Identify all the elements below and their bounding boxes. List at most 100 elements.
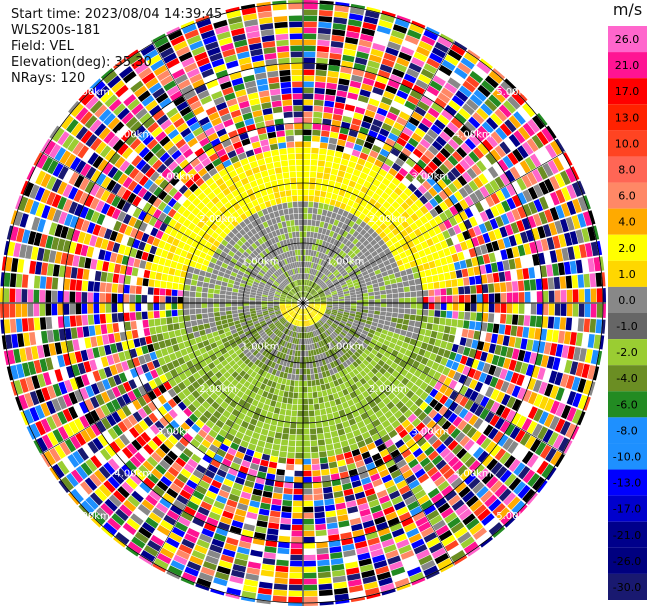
velocity-gate (216, 405, 226, 414)
velocity-gate (446, 303, 453, 311)
velocity-gate (315, 529, 327, 537)
velocity-gate (235, 508, 247, 517)
velocity-gate (500, 407, 511, 420)
velocity-gate (135, 294, 142, 303)
velocity-gate (69, 315, 77, 327)
velocity-gate (273, 9, 288, 17)
velocity-gate (335, 337, 341, 343)
velocity-gate (434, 475, 446, 487)
velocity-gate (391, 528, 405, 538)
velocity-gate (550, 450, 562, 466)
velocity-gate (202, 313, 209, 319)
velocity-gate (112, 454, 125, 467)
velocity-gate (547, 431, 559, 447)
velocity-gate (187, 458, 198, 469)
velocity-gate (355, 314, 362, 319)
velocity-gate (447, 517, 461, 529)
velocity-gate (317, 565, 331, 573)
velocity-gate (166, 487, 179, 499)
velocity-gate (189, 303, 196, 309)
velocity-gate (303, 219, 308, 226)
velocity-gate (129, 285, 136, 294)
velocity-gate (403, 313, 410, 320)
velocity-gate (314, 373, 319, 380)
velocity-gate (361, 569, 376, 579)
velocity-gate (571, 317, 579, 331)
velocity-gate (333, 490, 344, 498)
velocity-gate (111, 411, 122, 424)
velocity-gate (91, 511, 106, 525)
velocity-gate (123, 499, 137, 512)
velocity-gate (262, 557, 276, 565)
velocity-gate (317, 166, 325, 173)
velocity-gate (488, 364, 497, 376)
velocity-gate (305, 344, 308, 351)
velocity-gate (411, 332, 419, 340)
velocity-gate (583, 396, 591, 411)
velocity-gate (310, 153, 319, 160)
velocity-gate (334, 398, 342, 406)
velocity-gate (418, 521, 432, 533)
velocity-gate (295, 332, 299, 339)
velocity-gate (288, 310, 294, 314)
velocity-gate (275, 124, 285, 132)
velocity-gate (280, 445, 288, 452)
velocity-gate (204, 357, 213, 365)
velocity-gate (186, 479, 198, 490)
velocity-gate (232, 288, 239, 293)
velocity-gate (347, 399, 355, 407)
velocity-gate (318, 396, 324, 404)
velocity-gate (176, 426, 187, 437)
velocity-gate (518, 465, 531, 480)
velocity-gate (276, 39, 289, 47)
velocity-gate (308, 326, 311, 332)
velocity-gate (305, 326, 308, 333)
velocity-gate (212, 439, 222, 448)
velocity-gate (318, 583, 333, 591)
velocity-gate (274, 432, 282, 439)
velocity-gate (303, 3, 318, 10)
velocity-gate (303, 470, 312, 477)
velocity-gate (300, 320, 303, 327)
velocity-gate (254, 426, 262, 434)
velocity-gate (496, 507, 510, 521)
velocity-gate (279, 408, 286, 416)
velocity-gate (271, 205, 278, 212)
velocity-gate (288, 232, 293, 239)
velocity-gate (372, 510, 384, 520)
velocity-gate (456, 464, 468, 477)
velocity-gate (325, 510, 337, 518)
velocity-gate (414, 397, 424, 407)
velocity-gate (268, 405, 275, 413)
velocity-gate (260, 409, 268, 417)
velocity-gate (259, 383, 267, 391)
velocity-gate (141, 521, 156, 534)
velocity-gate (304, 314, 307, 321)
velocity-gate (303, 117, 313, 124)
velocity-gate (438, 405, 448, 416)
velocity-gate (280, 439, 289, 446)
velocity-gate (319, 595, 334, 603)
velocity-gate (379, 532, 393, 542)
velocity-gate (290, 177, 297, 184)
velocity-gate (383, 379, 392, 388)
velocity-gate (166, 317, 173, 325)
velocity-gate (382, 453, 393, 463)
velocity-gate (511, 500, 525, 515)
velocity-gate (300, 314, 302, 321)
velocity-gate (131, 267, 139, 277)
velocity-gate (175, 457, 187, 468)
velocity-gate (377, 359, 385, 367)
velocity-gate (326, 306, 333, 310)
velocity-gate (195, 297, 202, 303)
velocity-gate (308, 319, 312, 326)
velocity-gate (476, 312, 483, 322)
velocity-gate (417, 411, 428, 422)
velocity-gate (371, 383, 379, 391)
velocity-gate (384, 479, 395, 489)
velocity-gate (379, 315, 386, 321)
velocity-gate (428, 337, 436, 346)
velocity-gate (220, 315, 227, 321)
velocity-gate (393, 454, 404, 464)
velocity-gate (303, 9, 318, 16)
